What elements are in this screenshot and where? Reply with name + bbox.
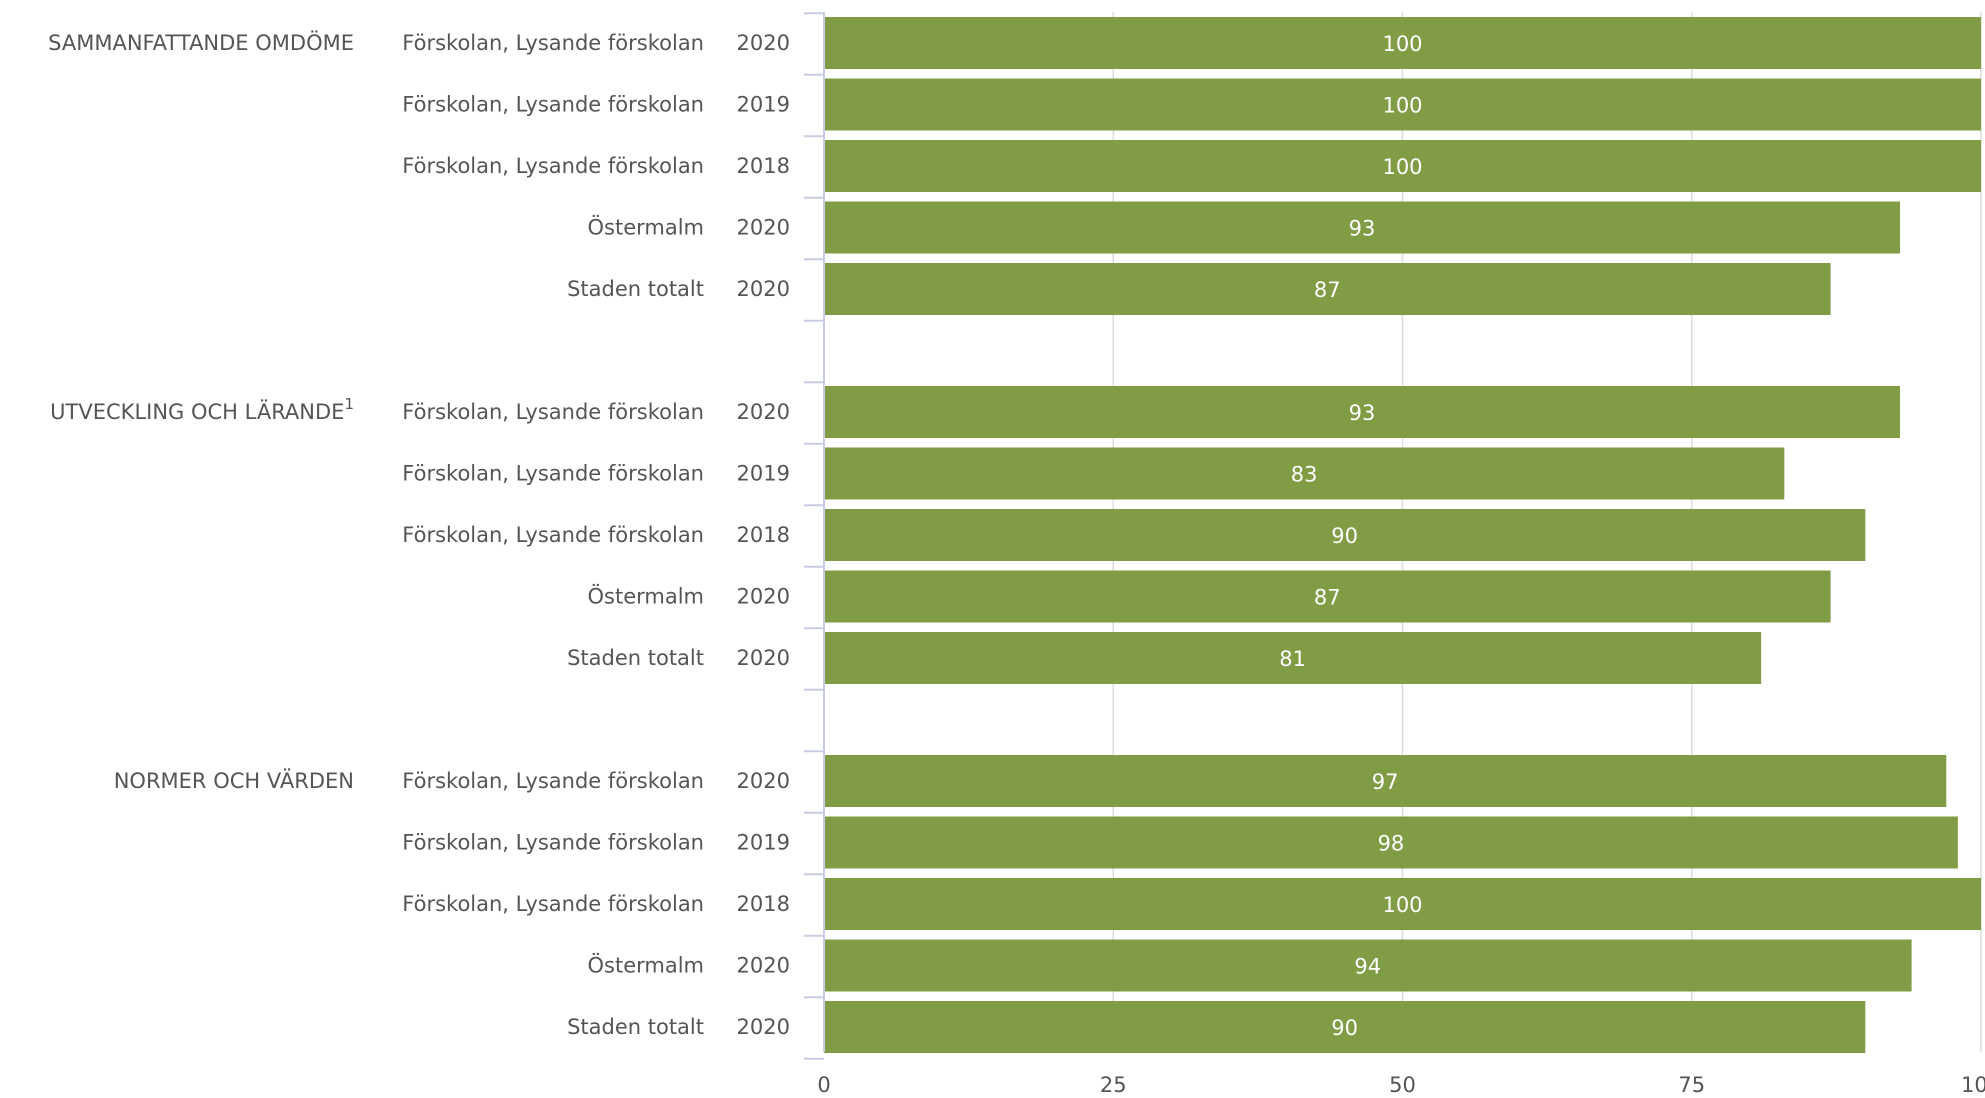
category-label: Staden totalt [567,277,704,301]
year-label: 2020 [737,277,790,301]
year-label: 2020 [737,1015,790,1039]
category-label: Förskolan, Lysande förskolan [402,400,704,424]
bar-value-label: 100 [1382,32,1422,56]
category-label: Förskolan, Lysande förskolan [402,831,704,855]
x-tick-label: 0 [817,1073,830,1097]
bar-value-label: 100 [1382,893,1422,917]
bar [824,201,1901,254]
bar [824,447,1785,500]
group-label: UTVECKLING OCH LÄRANDE1 [50,395,354,424]
bar-value-label: 87 [1314,278,1341,302]
bar-value-label: 97 [1372,770,1399,794]
category-label: Förskolan, Lysande förskolan [402,462,704,486]
bar [824,17,1981,69]
bar-value-label: 90 [1331,1016,1358,1040]
year-label: 2018 [737,154,790,178]
bar-value-label: 98 [1378,832,1405,856]
x-tick-label: 25 [1100,1073,1127,1097]
axis-layer: 0 25 50 75 100 [804,12,1985,1097]
year-label: 2020 [737,585,790,609]
bar [824,1001,1866,1053]
bar-value-label: 90 [1331,524,1358,548]
bar [824,263,1831,315]
label-layer: Förskolan, Lysande förskolan 2020 SAMMANFA… [48,30,790,1039]
category-label: Förskolan, Lysande förskolan [402,154,704,178]
year-label: 2018 [737,523,790,547]
x-tick-label: 75 [1678,1073,1705,1097]
bar [824,140,1981,192]
x-tick-label: 100 [1961,1073,1985,1097]
category-label: Staden totalt [567,646,704,670]
category-label: Förskolan, Lysande förskolan [402,769,704,793]
x-tick-label: 50 [1389,1073,1416,1097]
year-label: 2019 [737,462,790,486]
bar-value-label: 93 [1349,401,1376,425]
category-label: Förskolan, Lysande förskolan [402,93,704,117]
bar-value-label: 93 [1349,217,1376,241]
bar-value-label: 83 [1291,463,1318,487]
bar-value-label: 94 [1354,955,1381,979]
year-label: 2018 [737,892,790,916]
bar [824,78,1981,131]
bar [824,939,1912,992]
category-label: Staden totalt [567,1015,704,1039]
year-label: 2020 [737,400,790,424]
bar-value-label: 100 [1382,94,1422,118]
category-label: Förskolan, Lysande förskolan [402,892,704,916]
bar-value-label: 81 [1279,647,1306,671]
group-label: SAMMANFATTANDE OMDÖME [48,30,354,55]
bar-value-label: 87 [1314,586,1341,610]
category-label: Förskolan, Lysande förskolan [402,523,704,547]
category-label: Östermalm [587,584,704,609]
year-label: 2019 [737,93,790,117]
bar [824,755,1947,807]
bar [824,386,1901,438]
year-label: 2020 [737,646,790,670]
category-label: Östermalm [587,215,704,240]
bar [824,878,1981,930]
bar [824,570,1831,623]
year-label: 2019 [737,831,790,855]
year-label: 2020 [737,31,790,55]
category-label: Östermalm [587,953,704,978]
bar [824,632,1762,684]
bar [824,816,1958,869]
bar-value-label: 100 [1382,155,1422,179]
bar-layer: 100 100 100 93 87 93 83 90 87 81 97 98 100 94 90 [824,17,1981,1053]
year-label: 2020 [737,216,790,240]
year-label: 2020 [737,954,790,978]
category-label: Förskolan, Lysande förskolan [402,31,704,55]
year-label: 2020 [737,769,790,793]
footnote-marker: 1 [344,395,354,413]
group-label: NORMER OCH VÄRDEN [114,768,354,793]
bar [824,509,1866,561]
